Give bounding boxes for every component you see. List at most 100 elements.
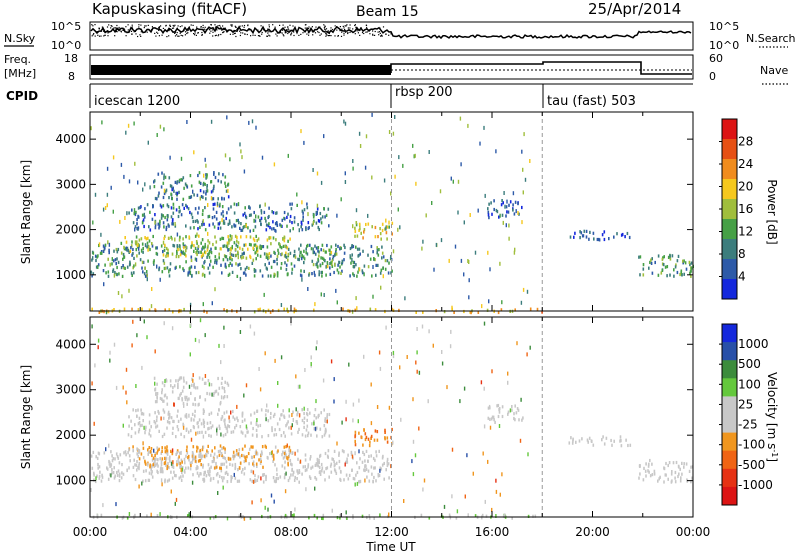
- heatmap-cell: [94, 363, 96, 368]
- heatmap-cell: [193, 382, 195, 386]
- heatmap-cell: [270, 265, 273, 269]
- nsky-dot: [116, 24, 118, 27]
- heatmap-cell: [205, 454, 208, 458]
- heatmap-cell: [196, 445, 198, 449]
- heatmap-cell: [159, 277, 161, 282]
- heatmap-cell: [220, 212, 223, 216]
- nsky-dot: [130, 30, 133, 32]
- heatmap-cell: [344, 121, 347, 126]
- heatmap-cell: [209, 469, 211, 474]
- heatmap-cell: [317, 249, 319, 253]
- heatmap-cell: [271, 450, 273, 455]
- heatmap-cell: [159, 457, 161, 461]
- heatmap-cell: [147, 259, 149, 263]
- heatmap-cell: [185, 413, 188, 417]
- heatmap-cell: [250, 445, 252, 449]
- heatmap-cell: [361, 514, 364, 518]
- heatmap-cell: [229, 221, 231, 225]
- heatmap-cell: [522, 416, 524, 420]
- heatmap-cell: [380, 285, 382, 290]
- heatmap-cell: [283, 307, 285, 311]
- heatmap-cell: [602, 435, 604, 439]
- heatmap-cell: [611, 443, 613, 447]
- heatmap-cell: [209, 478, 212, 482]
- nsky-dot: [131, 33, 133, 35]
- heatmap-cell: [162, 470, 164, 474]
- heatmap-cell: [93, 473, 95, 477]
- heatmap-cell: [259, 254, 262, 258]
- heatmap-cell: [106, 192, 109, 197]
- heatmap-cell: [248, 205, 250, 209]
- heatmap-cell: [225, 216, 227, 221]
- heatmap-cell: [231, 476, 233, 480]
- heatmap-cell: [202, 272, 204, 276]
- heatmap-cell: [177, 457, 180, 461]
- heatmap-cell: [93, 421, 95, 426]
- heatmap-cell: [141, 266, 143, 270]
- heatmap-cell: [259, 307, 261, 312]
- heatmap-cell: [415, 310, 417, 314]
- heatmap-cell: [285, 453, 287, 457]
- heatmap-cell: [189, 461, 192, 465]
- heatmap-cell: [127, 249, 130, 253]
- heatmap-cell: [149, 247, 151, 252]
- nsky-dot: [282, 34, 284, 36]
- nsky-dot: [94, 35, 96, 37]
- heatmap-cell: [146, 277, 148, 282]
- heatmap-cell: [175, 474, 177, 478]
- heatmap-cell: [163, 173, 165, 178]
- nsky-dot: [235, 35, 237, 38]
- heatmap-cell: [214, 202, 216, 206]
- heatmap-cell: [118, 472, 121, 476]
- nsky-dot: [209, 32, 211, 34]
- nsky-dot: [216, 29, 218, 31]
- heatmap-cell: [169, 184, 172, 188]
- nsky-dot: [296, 30, 298, 32]
- heatmap-cell: [247, 226, 249, 230]
- heatmap-cell: [207, 427, 209, 431]
- heatmap-cell: [95, 265, 98, 269]
- heatmap-cell: [211, 460, 214, 464]
- heatmap-cell: [208, 433, 210, 438]
- heatmap-cell: [178, 396, 180, 401]
- heatmap-cell: [151, 470, 153, 474]
- heatmap-cell: [217, 226, 220, 230]
- heatmap-cell: [379, 366, 382, 371]
- heatmap-cell: [318, 270, 320, 275]
- heatmap-cell: [162, 259, 165, 263]
- heatmap-cell: [167, 461, 169, 466]
- heatmap-cell: [207, 239, 209, 243]
- heatmap-cell: [493, 207, 495, 212]
- heatmap-cell: [183, 379, 185, 383]
- heatmap-cell: [237, 202, 240, 207]
- nsky-dot: [162, 27, 164, 29]
- heatmap-cell: [145, 469, 147, 473]
- heatmap-cell: [207, 266, 210, 270]
- nsky-dot: [248, 28, 250, 30]
- heatmap-cell: [147, 462, 149, 467]
- heatmap-cell: [518, 212, 520, 216]
- heatmap-cell: [383, 477, 385, 481]
- heatmap-cell: [180, 464, 182, 469]
- nsky-dot: [250, 30, 252, 32]
- heatmap-cell: [236, 235, 238, 239]
- heatmap-cell: [449, 344, 452, 349]
- heatmap-cell: [675, 460, 678, 465]
- heatmap-cell: [214, 446, 216, 450]
- cpid-panel: CPID icescan 1200 rbsp 200 tau (fast) 50…: [6, 83, 693, 109]
- nsky-dot: [229, 33, 231, 35]
- heatmap-cell: [148, 413, 151, 417]
- heatmap-cell: [488, 299, 490, 304]
- heatmap-cell: [286, 456, 288, 460]
- heatmap-cell: [269, 452, 271, 456]
- heatmap-cell: [301, 209, 304, 213]
- heatmap-cell: [214, 465, 217, 469]
- heatmap-cell: [142, 187, 144, 192]
- y-tick-label: 4000: [55, 337, 86, 351]
- heatmap-cell: [168, 224, 170, 228]
- heatmap-cell: [358, 228, 360, 232]
- heatmap-cell: [364, 468, 366, 473]
- nsky-dot: [194, 32, 196, 34]
- heatmap-cell: [297, 223, 299, 227]
- heatmap-cell: [213, 171, 215, 175]
